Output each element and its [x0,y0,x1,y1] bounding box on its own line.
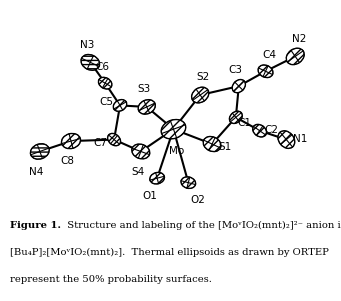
Text: C7: C7 [94,138,108,148]
Ellipse shape [113,100,127,111]
Text: N2: N2 [292,34,306,44]
Ellipse shape [138,100,155,114]
Text: N1: N1 [293,134,308,144]
Ellipse shape [150,172,164,184]
Ellipse shape [108,133,120,146]
Text: C4: C4 [262,50,276,60]
Ellipse shape [286,48,304,65]
Text: C6: C6 [96,62,110,72]
Text: S2: S2 [196,72,210,82]
Text: C5: C5 [100,98,114,107]
Text: S4: S4 [132,167,145,177]
Text: Mo: Mo [169,146,185,156]
Ellipse shape [192,87,209,103]
Ellipse shape [99,77,112,89]
Ellipse shape [161,119,186,139]
Ellipse shape [258,65,273,78]
Ellipse shape [278,131,295,148]
Text: C1: C1 [237,118,251,128]
Text: [Bu₄P]₂[MoᵛIO₂(mnt)₂].  Thermal ellipsoids as drawn by ORTEP: [Bu₄P]₂[MoᵛIO₂(mnt)₂]. Thermal ellipsoid… [10,248,329,257]
Text: S3: S3 [137,83,150,94]
Text: C3: C3 [228,65,242,75]
Text: O2: O2 [190,195,205,206]
Ellipse shape [61,133,80,149]
Ellipse shape [81,54,100,70]
Ellipse shape [30,144,49,159]
Ellipse shape [132,144,150,159]
Text: Figure 1.: Figure 1. [10,221,61,230]
Ellipse shape [232,79,246,93]
Ellipse shape [181,177,196,188]
Ellipse shape [253,124,266,137]
Text: represent the 50% probability surfaces.: represent the 50% probability surfaces. [10,275,212,284]
Ellipse shape [229,111,242,123]
Text: Structure and labeling of the [MoᵛIO₂(mnt)₂]²⁻ anion in: Structure and labeling of the [MoᵛIO₂(mn… [61,221,341,230]
Text: O1: O1 [142,191,157,201]
Text: N3: N3 [79,39,94,50]
Ellipse shape [203,136,221,152]
Text: S1: S1 [219,142,232,152]
Text: C2: C2 [265,125,279,135]
Text: C8: C8 [60,156,74,166]
Text: N4: N4 [29,167,43,177]
